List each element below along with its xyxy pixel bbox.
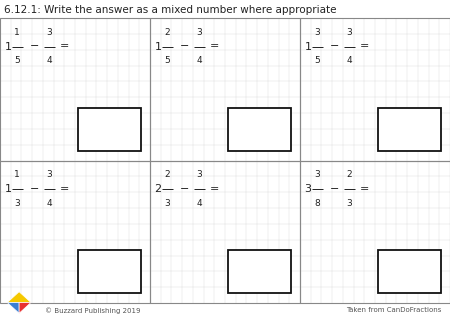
Text: 3: 3 <box>14 199 20 208</box>
Text: 6.12.1: Write the answer as a mixed number where appropriate: 6.12.1: Write the answer as a mixed numb… <box>4 5 336 15</box>
Bar <box>228 250 291 293</box>
Polygon shape <box>19 302 31 313</box>
Text: 4: 4 <box>47 56 52 65</box>
Text: 5: 5 <box>14 56 20 65</box>
Text: 3: 3 <box>164 199 170 208</box>
Text: 3: 3 <box>305 184 311 194</box>
Text: 3: 3 <box>197 28 202 37</box>
Text: −: − <box>330 184 339 194</box>
Text: 3: 3 <box>315 170 320 179</box>
Text: 3: 3 <box>346 28 352 37</box>
Text: 1: 1 <box>305 42 311 52</box>
Text: 4: 4 <box>197 56 202 65</box>
Text: 1: 1 <box>154 42 162 52</box>
Bar <box>378 108 441 150</box>
Text: =: = <box>60 42 69 52</box>
Text: 4: 4 <box>47 199 52 208</box>
Text: −: − <box>180 42 189 52</box>
Bar <box>228 108 291 150</box>
Polygon shape <box>7 292 31 302</box>
Text: =: = <box>360 42 369 52</box>
Text: 1: 1 <box>4 42 12 52</box>
Text: −: − <box>330 42 339 52</box>
Text: Taken from CanDoFractions: Taken from CanDoFractions <box>346 308 441 314</box>
Text: 5: 5 <box>315 56 320 65</box>
Text: 2: 2 <box>164 170 170 179</box>
Text: −: − <box>30 42 39 52</box>
Text: 3: 3 <box>47 28 52 37</box>
Text: 1: 1 <box>4 184 12 194</box>
Text: © Buzzard Publishing 2019: © Buzzard Publishing 2019 <box>45 307 140 314</box>
Text: 5: 5 <box>164 56 170 65</box>
Text: =: = <box>210 42 219 52</box>
Text: 2: 2 <box>346 170 352 179</box>
Text: 4: 4 <box>346 56 352 65</box>
Text: 8: 8 <box>315 199 320 208</box>
Text: −: − <box>30 184 39 194</box>
Text: =: = <box>210 184 219 194</box>
Bar <box>78 250 141 293</box>
Text: 2: 2 <box>154 184 162 194</box>
Text: 3: 3 <box>315 28 320 37</box>
Text: =: = <box>60 184 69 194</box>
Polygon shape <box>7 302 19 313</box>
Text: 3: 3 <box>346 199 352 208</box>
Text: 3: 3 <box>197 170 202 179</box>
Text: 3: 3 <box>47 170 52 179</box>
Text: 1: 1 <box>14 170 20 179</box>
Text: =: = <box>360 184 369 194</box>
Text: 1: 1 <box>14 28 20 37</box>
Text: 2: 2 <box>164 28 170 37</box>
Text: 4: 4 <box>197 199 202 208</box>
Text: −: − <box>180 184 189 194</box>
Bar <box>378 250 441 293</box>
Bar <box>78 108 141 150</box>
